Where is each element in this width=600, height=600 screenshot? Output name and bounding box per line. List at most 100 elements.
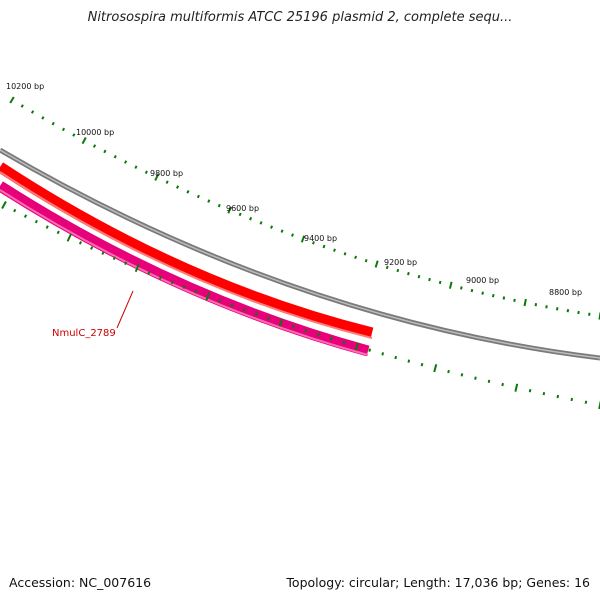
inner-tick <box>329 336 333 341</box>
outer-tick <box>41 116 45 120</box>
inner-tick-marks <box>1 201 600 410</box>
gene-label-nmulc-2789[interactable]: NmulC_2789 <box>52 328 116 339</box>
tick-label-10000: 10000 bp <box>76 128 114 137</box>
outer-tick <box>238 212 242 217</box>
inner-tick <box>570 397 574 402</box>
inner-tick <box>45 225 49 229</box>
inner-tick <box>112 256 116 260</box>
outer-tick <box>460 286 463 290</box>
reverse-gene-arc-highlight <box>0 189 369 356</box>
inner-tick <box>381 352 385 356</box>
inner-tick <box>542 391 546 396</box>
outer-tick <box>30 110 35 114</box>
inner-tick <box>90 246 94 250</box>
tick-label-9600: 9600 bp <box>226 204 259 213</box>
inner-tick <box>394 355 398 360</box>
inner-tick <box>1 201 7 209</box>
outer-tick <box>165 180 169 184</box>
inner-tick <box>182 285 186 289</box>
inner-tick <box>278 318 284 327</box>
inner-tick <box>342 340 346 345</box>
outer-tick <box>438 280 442 285</box>
outer-tick <box>566 309 570 313</box>
tick-label-9000: 9000 bp <box>466 276 499 285</box>
outer-tick <box>417 274 421 279</box>
outer-tick <box>364 258 368 263</box>
outer-tick <box>470 288 474 293</box>
outer-tick <box>577 310 580 315</box>
inner-tick <box>242 307 246 312</box>
tick-label-9800: 9800 bp <box>150 169 183 178</box>
outer-tick <box>227 206 232 214</box>
outer-tick <box>207 199 211 203</box>
outer-tick <box>280 229 284 233</box>
outer-tick <box>448 281 453 289</box>
inner-tick <box>304 328 308 333</box>
inner-tick <box>56 230 60 235</box>
outer-tick <box>51 121 55 126</box>
tick-label-8800: 8800 bp <box>549 288 582 297</box>
outer-tick <box>144 170 148 175</box>
inner-tick <box>34 219 38 224</box>
inner-tick <box>158 276 162 280</box>
tick-label-9200: 9200 bp <box>384 258 417 267</box>
outer-tick <box>523 298 527 307</box>
outer-tick <box>428 277 431 282</box>
outer-tick <box>72 133 76 137</box>
outer-tick <box>92 144 97 148</box>
inner-tick <box>13 208 17 213</box>
outer-tick <box>354 255 358 260</box>
outer-tick <box>249 216 253 221</box>
inner-tick <box>584 400 588 404</box>
inner-tick <box>474 376 477 380</box>
inner-tick <box>267 316 271 321</box>
inner-tick <box>254 312 258 316</box>
outer-tick <box>124 160 128 164</box>
inner-tick <box>134 264 140 273</box>
outer-tick-marks <box>9 96 600 320</box>
inner-tick <box>101 251 105 255</box>
forward-gene-arc[interactable] <box>0 162 374 339</box>
inner-tick <box>556 394 560 399</box>
inner-tick <box>66 233 72 242</box>
inner-tick <box>23 214 28 218</box>
outer-tick <box>186 189 190 194</box>
inner-tick <box>433 364 438 373</box>
inner-tick <box>170 280 174 285</box>
outer-tick <box>396 268 400 273</box>
inner-tick <box>528 389 532 393</box>
outer-tick <box>502 296 506 300</box>
reverse-gene-arc[interactable] <box>0 181 370 357</box>
outer-tick <box>534 303 538 307</box>
inner-tick <box>460 373 464 377</box>
outer-tick <box>374 260 379 268</box>
tick-label-10200: 10200 bp <box>6 82 44 91</box>
outer-tick <box>20 104 24 108</box>
inner-tick <box>420 362 424 367</box>
outer-tick <box>322 244 326 249</box>
sequence-info-text: Topology: circular; Length: 17,036 bp; G… <box>286 575 590 590</box>
outer-tick <box>270 225 274 229</box>
outer-tick <box>113 154 117 159</box>
inner-tick <box>354 342 359 351</box>
outer-tick <box>555 307 559 311</box>
inner-tick <box>487 379 491 384</box>
accession-text: Accession: NC_007616 <box>9 575 152 590</box>
outer-tick <box>545 305 548 309</box>
gene-label-leader <box>116 290 134 329</box>
outer-tick <box>81 137 87 145</box>
forward-gene-arc-highlight <box>0 171 373 339</box>
inner-tick <box>194 290 198 294</box>
outer-tick <box>175 185 180 189</box>
outer-tick <box>300 235 306 243</box>
backbone-arc-highlight <box>0 149 600 359</box>
inner-tick <box>147 271 151 275</box>
inner-tick <box>407 359 411 363</box>
inner-tick <box>205 292 211 301</box>
inner-tick <box>218 299 222 303</box>
outer-tick <box>291 233 294 237</box>
outer-tick <box>407 271 410 276</box>
outer-tick <box>103 149 107 154</box>
outer-tick <box>196 194 200 199</box>
